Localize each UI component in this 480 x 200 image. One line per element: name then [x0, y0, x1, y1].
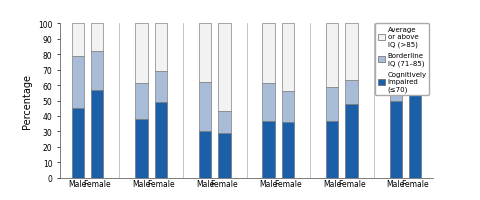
Bar — [218, 24, 230, 112]
Bar — [325, 87, 337, 121]
Bar — [135, 119, 147, 178]
Bar — [389, 101, 401, 178]
Bar — [389, 67, 401, 101]
Bar — [72, 56, 84, 109]
Legend: Average
or above
IQ (>85), Borderline
IQ (71–85), Cognitively
Impaired
(≤70): Average or above IQ (>85), Borderline IQ… — [374, 24, 429, 95]
Bar — [91, 52, 103, 90]
Bar — [281, 24, 294, 92]
Bar — [198, 132, 211, 178]
Bar — [218, 133, 230, 178]
Bar — [91, 24, 103, 52]
Bar — [135, 84, 147, 119]
Bar — [198, 83, 211, 132]
Bar — [408, 24, 420, 62]
Bar — [408, 92, 420, 178]
Bar — [345, 24, 357, 81]
Bar — [198, 24, 211, 83]
Bar — [262, 24, 274, 84]
Bar — [155, 24, 167, 72]
Bar — [135, 24, 147, 84]
Bar — [345, 81, 357, 104]
Bar — [281, 123, 294, 178]
Bar — [218, 112, 230, 133]
Bar — [91, 90, 103, 178]
Bar — [345, 104, 357, 178]
Bar — [389, 24, 401, 67]
Bar — [72, 109, 84, 178]
Bar — [72, 24, 84, 56]
Bar — [408, 62, 420, 92]
Bar — [155, 72, 167, 103]
Bar — [155, 103, 167, 178]
Bar — [325, 121, 337, 178]
Bar — [262, 84, 274, 121]
Bar — [325, 24, 337, 87]
Y-axis label: Percentage: Percentage — [23, 74, 32, 128]
Bar — [262, 121, 274, 178]
Bar — [281, 92, 294, 123]
